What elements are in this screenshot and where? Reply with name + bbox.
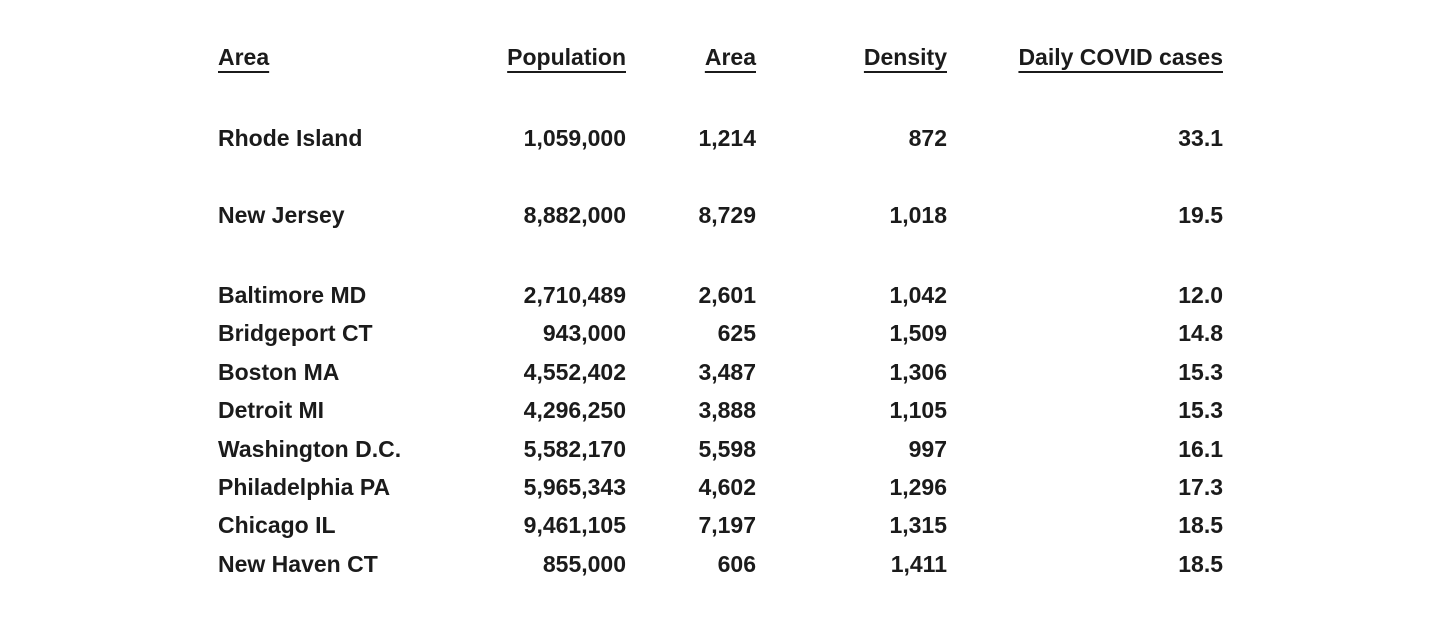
area-cell: New Jersey: [218, 201, 345, 228]
table-row: Chicago IL 9,461,105 7,197 1,315 18.5: [218, 506, 1223, 544]
area-sqmi-cell: 606: [717, 550, 756, 577]
population-cell: 2,710,489: [523, 281, 626, 308]
area-cell: Rhode Island: [218, 124, 363, 151]
header-area-sqmi: Area: [704, 43, 756, 70]
density-cell: 1,105: [889, 396, 947, 423]
area-cell: Detroit MI: [218, 396, 325, 423]
area-cell: Chicago IL: [218, 511, 336, 538]
density-cell: 872: [908, 124, 947, 151]
population-cell: 4,296,250: [523, 396, 626, 423]
density-cell: 1,296: [889, 473, 947, 500]
area-cell: New Haven CT: [218, 550, 378, 577]
area-sqmi-cell: 3,487: [698, 358, 756, 385]
covid-cases-cell: 12.0: [1178, 281, 1223, 308]
table-row: New Jersey 8,882,000 8,729 1,018 19.5: [218, 196, 1223, 234]
header-population: Population: [507, 43, 626, 70]
area-cell: Bridgeport CT: [218, 319, 373, 346]
table-row: Philadelphia PA 5,965,343 4,602 1,296 17…: [218, 468, 1223, 506]
area-sqmi-cell: 2,601: [698, 281, 756, 308]
population-cell: 8,882,000: [523, 201, 626, 228]
covid-cases-cell: 15.3: [1178, 358, 1223, 385]
table-row: New Haven CT 855,000 606 1,411 18.5: [218, 545, 1223, 583]
covid-cases-cell: 33.1: [1178, 124, 1223, 151]
area-sqmi-cell: 1,214: [698, 124, 756, 151]
area-sqmi-cell: 7,197: [698, 511, 756, 538]
density-cell: 1,509: [889, 319, 947, 346]
population-cell: 1,059,000: [523, 124, 626, 151]
area-sqmi-cell: 5,598: [698, 435, 756, 462]
header-area: Area: [218, 43, 270, 70]
table-row: Boston MA 4,552,402 3,487 1,306 15.3: [218, 353, 1223, 391]
population-cell: 5,965,343: [523, 473, 626, 500]
density-cell: 1,018: [889, 201, 947, 228]
area-cell: Washington D.C.: [218, 435, 402, 462]
table-row: Washington D.C. 5,582,170 5,598 997 16.1: [218, 430, 1223, 468]
table-row: Rhode Island 1,059,000 1,214 872 33.1: [218, 119, 1223, 157]
density-cell: 1,315: [889, 511, 947, 538]
area-sqmi-cell: 625: [717, 319, 756, 346]
header-density: Density: [863, 43, 947, 70]
area-sqmi-cell: 8,729: [698, 201, 756, 228]
covid-cases-cell: 19.5: [1178, 201, 1223, 228]
covid-cases-cell: 18.5: [1178, 550, 1223, 577]
density-cell: 1,306: [889, 358, 947, 385]
table-row: Bridgeport CT 943,000 625 1,509 14.8: [218, 314, 1223, 352]
table-row: Detroit MI 4,296,250 3,888 1,105 15.3: [218, 391, 1223, 429]
table-header-row: Area Population Area Density Daily COVID…: [218, 38, 1223, 76]
area-cell: Boston MA: [218, 358, 340, 385]
area-cell: Philadelphia PA: [218, 473, 391, 500]
population-cell: 5,582,170: [523, 435, 626, 462]
area-cell: Baltimore MD: [218, 281, 367, 308]
covid-cases-cell: 18.5: [1178, 511, 1223, 538]
population-cell: 4,552,402: [523, 358, 626, 385]
density-cell: 1,042: [889, 281, 947, 308]
area-sqmi-cell: 3,888: [698, 396, 756, 423]
population-cell: 943,000: [542, 319, 626, 346]
covid-cases-cell: 17.3: [1178, 473, 1223, 500]
density-cell: 997: [908, 435, 947, 462]
population-cell: 9,461,105: [523, 511, 626, 538]
header-daily-covid-cases: Daily COVID cases: [1018, 43, 1223, 70]
area-sqmi-cell: 4,602: [698, 473, 756, 500]
covid-cases-cell: 15.3: [1178, 396, 1223, 423]
table-row: Baltimore MD 2,710,489 2,601 1,042 12.0: [218, 276, 1223, 314]
population-cell: 855,000: [542, 550, 626, 577]
covid-cases-cell: 16.1: [1178, 435, 1223, 462]
covid-cases-cell: 14.8: [1178, 319, 1223, 346]
density-cell: 1,411: [890, 550, 947, 577]
